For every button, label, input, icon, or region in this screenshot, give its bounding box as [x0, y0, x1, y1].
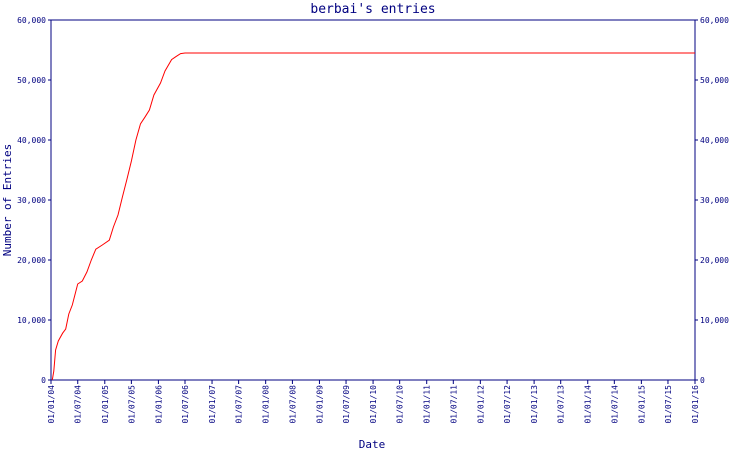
x-tick-label: 01/07/07 — [235, 385, 244, 424]
y-axis-right: 0 10,000 20,000 30,000 40,000 50,000 60,000 — [695, 16, 729, 385]
x-tick-label: 01/07/14 — [610, 385, 619, 424]
x-tick-label: 01/07/08 — [288, 385, 297, 424]
x-tick-label: 01/07/15 — [664, 385, 673, 424]
x-tick-label: 01/07/06 — [181, 385, 190, 424]
x-tick-label: 01/01/11 — [423, 385, 432, 424]
y-tick-label-left: 60,000 — [17, 16, 46, 25]
y-tick-label-left: 10,000 — [17, 316, 46, 325]
x-tick-label: 01/01/15 — [637, 385, 646, 424]
chart-title: berbai's entries — [310, 2, 435, 17]
x-tick-label: 01/01/04 — [47, 385, 56, 424]
x-tick-label: 01/01/06 — [154, 385, 163, 424]
x-tick-label: 01/07/13 — [557, 385, 566, 424]
x-tick-label: 01/01/10 — [369, 385, 378, 424]
x-tick-label: 01/07/10 — [396, 385, 405, 424]
y-tick-label-left: 30,000 — [17, 196, 46, 205]
y-tick-label-right: 60,000 — [700, 16, 729, 25]
y-tick-label-left: 40,000 — [17, 136, 46, 145]
x-tick-label: 01/07/04 — [74, 385, 83, 424]
x-tick-label: 01/01/12 — [476, 385, 485, 424]
x-tick-label: 01/07/12 — [503, 385, 512, 424]
x-tick-label: 01/01/13 — [530, 385, 539, 424]
series-line — [51, 52, 695, 381]
y-axis-left: 0 10,000 20,000 30,000 40,000 50,000 60,000 — [17, 16, 51, 385]
x-axis: 01/01/04 01/07/04 01/01/05 01/07/05 01/01/06… — [47, 380, 700, 424]
y-tick-label-right: 20,000 — [700, 256, 729, 265]
y-tick-label-right: 40,000 — [700, 136, 729, 145]
y-tick-label-right: 0 — [700, 376, 705, 385]
x-tick-label: 01/01/07 — [208, 385, 217, 424]
y-tick-label-left: 0 — [41, 376, 46, 385]
y-tick-label-right: 50,000 — [700, 76, 729, 85]
x-tick-label: 01/01/16 — [691, 385, 700, 424]
x-tick-label: 01/01/08 — [262, 385, 271, 424]
x-tick-label: 01/01/05 — [101, 385, 110, 424]
x-tick-label: 01/01/14 — [584, 385, 593, 424]
y-tick-label-left: 50,000 — [17, 76, 46, 85]
x-tick-label: 01/07/05 — [127, 385, 136, 424]
y-tick-label-right: 10,000 — [700, 316, 729, 325]
series-layer — [51, 52, 695, 381]
x-tick-label: 01/01/09 — [315, 385, 324, 424]
y-axis-title: Number of Entries — [1, 144, 14, 257]
x-tick-label: 01/07/11 — [449, 385, 458, 424]
x-axis-title: Date — [359, 438, 386, 450]
y-tick-label-left: 20,000 — [17, 256, 46, 265]
y-tick-label-right: 30,000 — [700, 196, 729, 205]
x-tick-label: 01/07/09 — [342, 385, 351, 424]
